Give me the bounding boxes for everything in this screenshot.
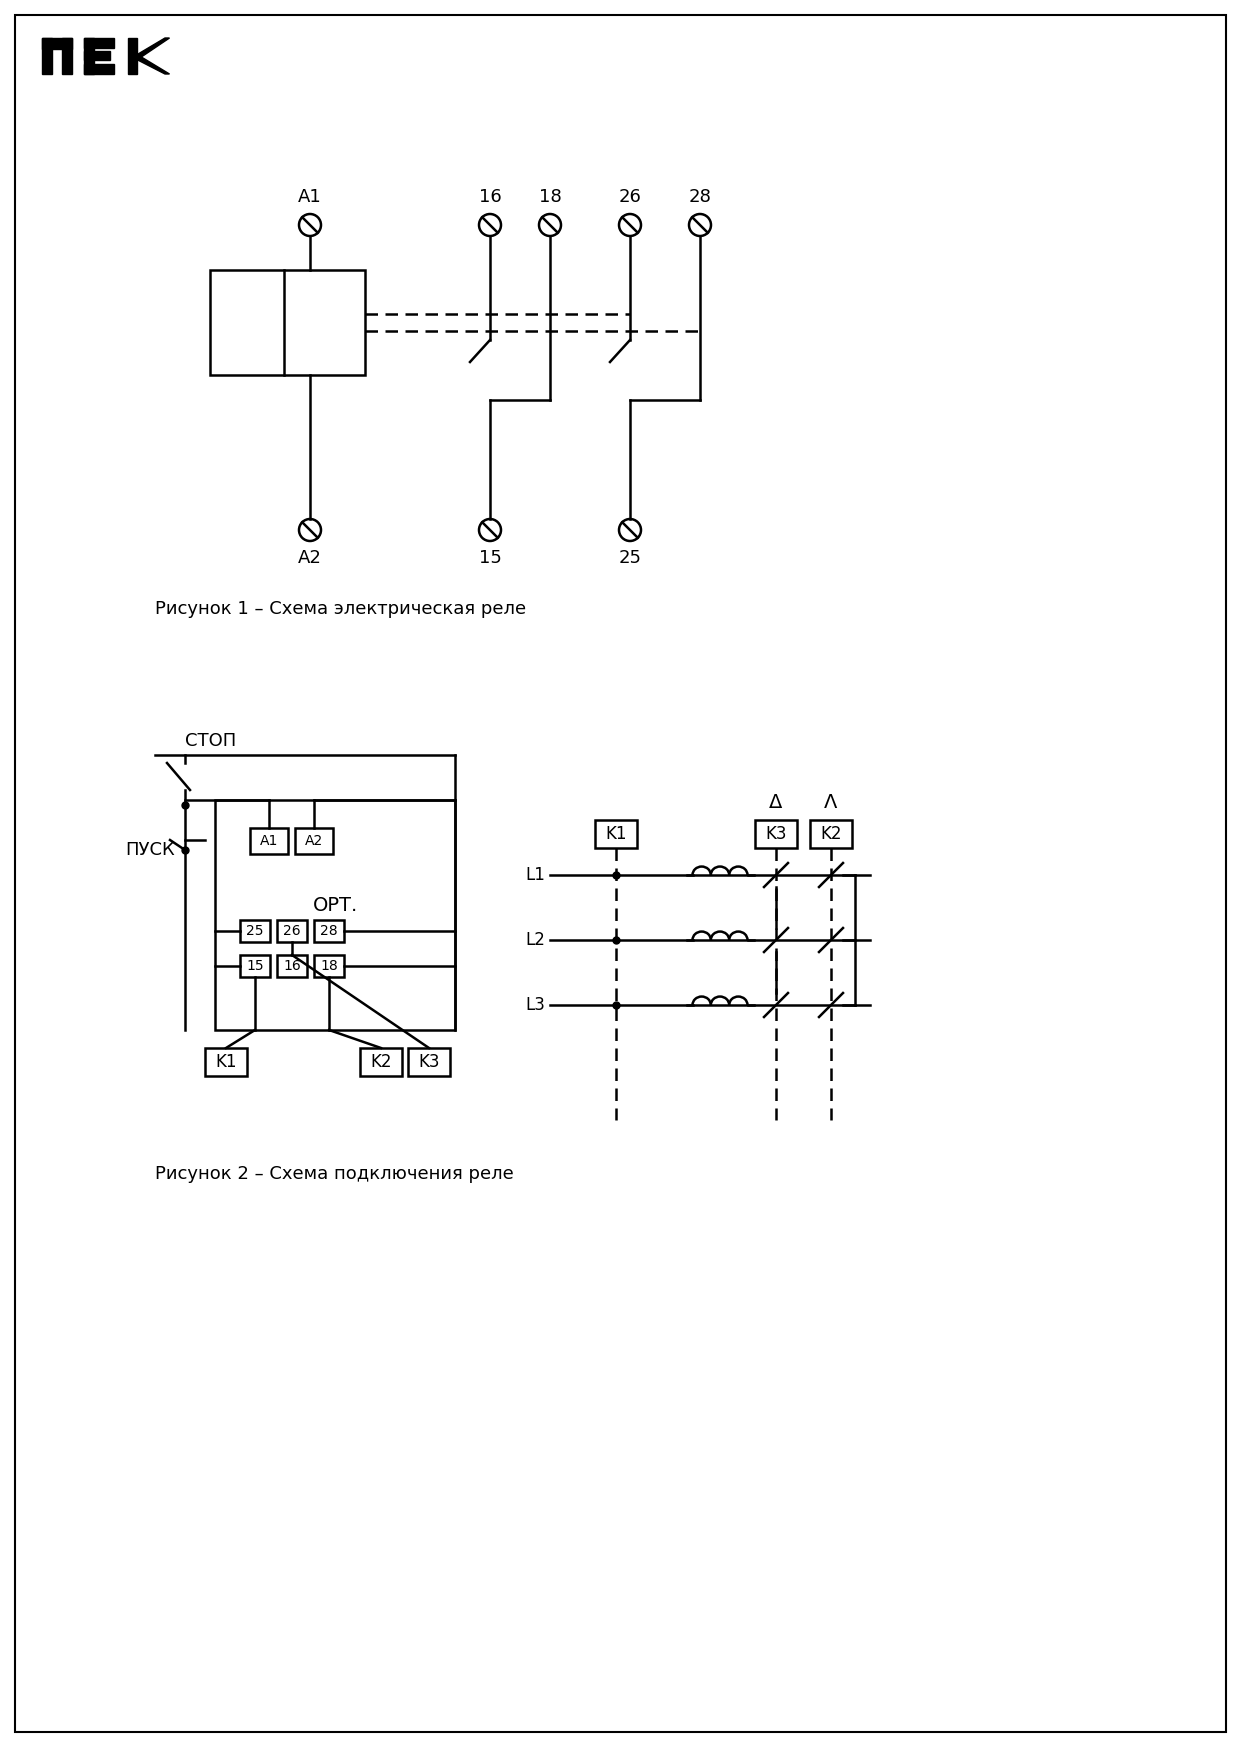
Text: Δ: Δ — [769, 793, 783, 812]
Bar — [249, 828, 288, 854]
Text: 16: 16 — [283, 959, 300, 973]
Text: 15: 15 — [479, 549, 501, 568]
Bar — [205, 1048, 247, 1076]
Text: 28: 28 — [320, 924, 338, 938]
Bar — [314, 921, 344, 942]
Bar — [277, 956, 307, 977]
Text: A1: A1 — [259, 833, 278, 847]
Text: Рисунок 2 – Схема подключения реле: Рисунок 2 – Схема подключения реле — [155, 1165, 514, 1183]
Bar — [240, 921, 271, 942]
Text: 18: 18 — [320, 959, 338, 973]
Polygon shape — [84, 38, 94, 73]
Text: K1: K1 — [606, 825, 627, 844]
Bar — [810, 819, 853, 847]
Polygon shape — [62, 38, 72, 73]
Text: ОРТ.: ОРТ. — [313, 896, 357, 914]
Text: 18: 18 — [539, 189, 561, 206]
Bar — [314, 956, 344, 977]
Polygon shape — [128, 38, 138, 73]
Text: L3: L3 — [525, 996, 545, 1013]
Text: K1: K1 — [215, 1053, 237, 1071]
Text: A2: A2 — [305, 833, 323, 847]
Text: K2: K2 — [370, 1053, 392, 1071]
Bar — [240, 956, 271, 977]
Text: Λ: Λ — [824, 793, 838, 812]
Text: K2: K2 — [820, 825, 841, 844]
Text: 25: 25 — [618, 549, 642, 568]
Text: 26: 26 — [283, 924, 300, 938]
Bar — [755, 819, 797, 847]
Text: СТОП: СТОП — [185, 732, 236, 749]
Bar — [215, 800, 455, 1031]
Polygon shape — [84, 65, 114, 73]
Text: 26: 26 — [618, 189, 642, 206]
Polygon shape — [42, 38, 72, 49]
Polygon shape — [84, 51, 109, 59]
Text: A2: A2 — [298, 549, 321, 568]
Text: K3: K3 — [766, 825, 787, 844]
Text: ПУСК: ПУСК — [125, 840, 175, 860]
Polygon shape — [138, 38, 170, 59]
Polygon shape — [42, 38, 52, 73]
Text: 16: 16 — [479, 189, 501, 206]
Text: 28: 28 — [689, 189, 711, 206]
Text: Рисунок 1 – Схема электрическая реле: Рисунок 1 – Схема электрическая реле — [155, 599, 526, 618]
Bar — [408, 1048, 450, 1076]
Text: 15: 15 — [246, 959, 264, 973]
Text: L2: L2 — [525, 931, 545, 949]
Text: 25: 25 — [246, 924, 264, 938]
Text: K3: K3 — [418, 1053, 439, 1071]
Polygon shape — [84, 38, 114, 47]
Bar — [594, 819, 637, 847]
Bar — [277, 921, 307, 942]
Bar — [210, 271, 365, 376]
Bar — [295, 828, 333, 854]
Polygon shape — [138, 54, 170, 73]
Text: L1: L1 — [525, 867, 545, 884]
Bar — [360, 1048, 402, 1076]
Text: A1: A1 — [298, 189, 321, 206]
